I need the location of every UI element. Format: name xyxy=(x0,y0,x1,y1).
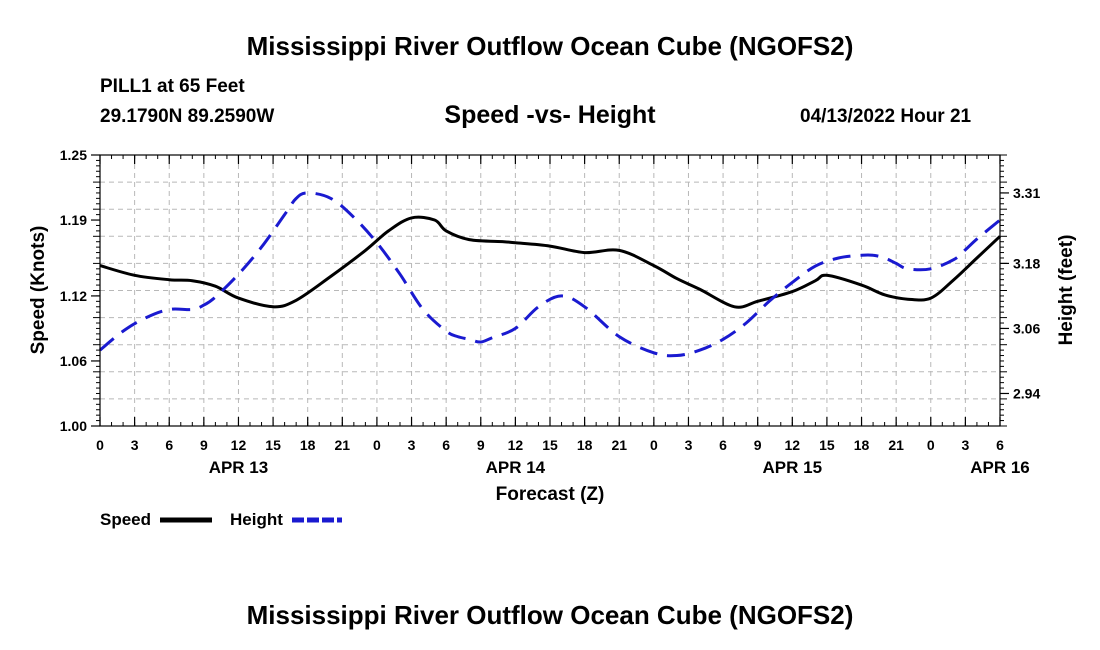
grid xyxy=(100,155,1000,426)
y2-tick-label: 2.94 xyxy=(1013,385,1040,401)
legend-label-speed: Speed xyxy=(100,510,151,529)
forecast-datetime: 04/13/2022 Hour 21 xyxy=(800,106,972,127)
label-layer: 0 3 6 9 12 15 18 21 0 3 6 9 12 15 18 21 0 3 6 9 12 15 18 21 0 3 6 A… xyxy=(60,147,1041,477)
station-coordinates: 29.1790N 89.2590W xyxy=(100,106,275,127)
y2-axis-title: Height (feet) xyxy=(1056,235,1077,346)
x-tick-label: 3 xyxy=(685,437,693,453)
x-tick-label: 3 xyxy=(961,437,969,453)
x-tick-label: 21 xyxy=(335,437,351,453)
chart-title: Speed -vs- Height xyxy=(444,101,656,129)
y-axis-title: Speed (Knots) xyxy=(28,226,49,355)
x-tick-label: 0 xyxy=(96,437,104,453)
y2-tick-label: 3.18 xyxy=(1013,255,1040,271)
x-tick-label: 0 xyxy=(650,437,658,453)
y2-tick-label: 3.31 xyxy=(1013,185,1040,201)
date-label: APR 15 xyxy=(763,458,823,477)
x-tick-label: 15 xyxy=(265,437,281,453)
y2-tick-label: 3.06 xyxy=(1013,320,1040,336)
x-tick-label: 18 xyxy=(577,437,593,453)
x-tick-label: 0 xyxy=(927,437,935,453)
x-tick-label: 0 xyxy=(373,437,381,453)
x-tick-label: 9 xyxy=(477,437,485,453)
x-axis-title: Forecast (Z) xyxy=(496,484,605,505)
y-tick-label: 1.00 xyxy=(60,418,87,434)
bottom-page-title: Mississippi River Outflow Ocean Cube (NG… xyxy=(246,600,854,630)
date-label: APR 14 xyxy=(486,458,546,477)
y-tick-label: 1.06 xyxy=(60,353,87,369)
x-tick-label: 9 xyxy=(200,437,208,453)
x-tick-label: 6 xyxy=(719,437,727,453)
x-tick-label: 6 xyxy=(165,437,173,453)
date-label: APR 13 xyxy=(209,458,269,477)
x-tick-label: 12 xyxy=(508,437,524,453)
y-tick-label: 1.19 xyxy=(60,212,87,228)
x-tick-label: 15 xyxy=(542,437,558,453)
x-tick-label: 12 xyxy=(231,437,247,453)
x-tick-label: 21 xyxy=(888,437,904,453)
x-tick-label: 6 xyxy=(996,437,1004,453)
tick-layer xyxy=(91,154,1009,427)
legend-label-height: Height xyxy=(230,510,283,529)
series-layer xyxy=(99,191,1002,358)
x-tick-label: 3 xyxy=(131,437,139,453)
legend: Speed Height xyxy=(100,510,342,529)
date-label: APR 16 xyxy=(970,458,1030,477)
series-line-speed xyxy=(99,215,1002,309)
y-tick-label: 1.25 xyxy=(60,147,87,163)
x-tick-label: 18 xyxy=(854,437,870,453)
x-tick-label: 21 xyxy=(611,437,627,453)
x-tick-label: 12 xyxy=(785,437,801,453)
y-tick-label: 1.12 xyxy=(60,288,87,304)
x-tick-label: 18 xyxy=(300,437,316,453)
x-tick-label: 9 xyxy=(754,437,762,453)
page-title: Mississippi River Outflow Ocean Cube (NG… xyxy=(246,31,854,61)
series-line-height xyxy=(99,191,1001,358)
station-label: PILL1 at 65 Feet xyxy=(100,76,245,97)
x-tick-label: 15 xyxy=(819,437,835,453)
x-tick-label: 6 xyxy=(442,437,450,453)
x-tick-label: 3 xyxy=(408,437,416,453)
